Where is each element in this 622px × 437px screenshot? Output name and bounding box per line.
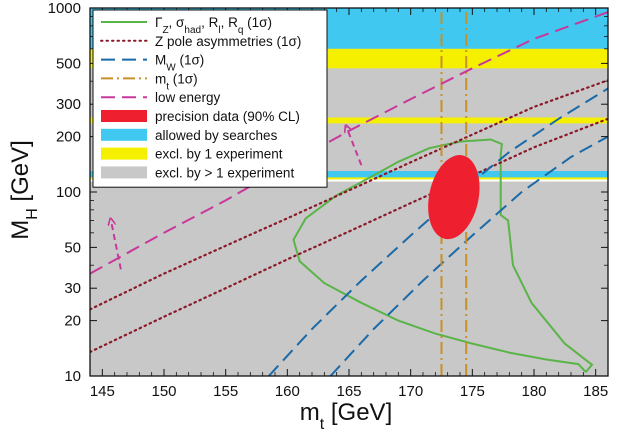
series-0-line-0 bbox=[292, 138, 594, 373]
legend-swatch bbox=[101, 110, 147, 122]
y-axis-ticks: 10 20 30 50 100 200 300 500 1000 bbox=[48, 0, 608, 385]
legend-swatch bbox=[101, 128, 147, 141]
y-tick-label: 100 bbox=[56, 184, 81, 201]
series-1-line-0 bbox=[90, 79, 608, 311]
legend-label: ΓZ, σhad, Rl, Rq (1σ) bbox=[155, 15, 272, 36]
legend: ΓZ, σhad, Rl, Rq (1σ)Z pole asymmetries … bbox=[92, 9, 328, 188]
legend-label: precision data (90% CL) bbox=[155, 109, 300, 124]
legend-label: excl. by 1 experiment bbox=[155, 147, 283, 162]
y-tick-label: 500 bbox=[56, 55, 81, 72]
x-tick-label: 155 bbox=[213, 383, 238, 400]
y-tick-label: 10 bbox=[64, 368, 81, 385]
x-tick-label: 170 bbox=[398, 383, 423, 400]
x-axis-title: mt [GeV] bbox=[300, 399, 392, 433]
x-axis-ticks: 145 150 155 160 165 170 175 180 185 bbox=[89, 8, 609, 400]
y-tick-label: 30 bbox=[64, 280, 81, 297]
series-4-arrow-1 bbox=[347, 127, 363, 166]
y-tick-label: 1000 bbox=[48, 0, 81, 17]
band-2 bbox=[90, 117, 608, 124]
x-tick-label: 180 bbox=[521, 383, 546, 400]
legend-label: allowed by searches bbox=[155, 128, 278, 143]
legend-label: MW (1σ) bbox=[155, 53, 204, 74]
legend-swatch bbox=[101, 147, 147, 160]
constraint-curves bbox=[90, 8, 608, 376]
x-tick-label: 175 bbox=[460, 383, 485, 400]
legend-label: Z pole asymmetries (1σ) bbox=[155, 34, 301, 49]
band-3 bbox=[90, 171, 608, 178]
y-tick-label: 200 bbox=[56, 129, 81, 146]
y-axis-title: MH [GeV] bbox=[7, 140, 41, 240]
x-tick-label: 150 bbox=[151, 383, 176, 400]
x-tick-label: 165 bbox=[336, 383, 361, 400]
y-tick-label: 300 bbox=[56, 96, 81, 113]
band-5 bbox=[90, 179, 608, 182]
x-tick-label: 160 bbox=[275, 383, 300, 400]
band-4 bbox=[90, 177, 608, 180]
series-1-line-1 bbox=[90, 117, 608, 354]
precision-data-ellipse bbox=[428, 155, 480, 240]
x-tick-label: 145 bbox=[90, 383, 115, 400]
legend-label: mt (1σ) bbox=[155, 71, 198, 92]
legend-swatch bbox=[101, 166, 147, 179]
legend-label: excl. by > 1 experiment bbox=[155, 165, 294, 180]
x-tick-label: 185 bbox=[583, 383, 608, 400]
series-4-arrow-0 bbox=[111, 221, 122, 270]
legend-label: low energy bbox=[155, 90, 221, 105]
y-tick-label: 50 bbox=[64, 239, 81, 256]
axis-titles: mt [GeV] MH [GeV] bbox=[7, 140, 392, 432]
y-tick-label: 20 bbox=[64, 313, 81, 330]
series-2-line-1 bbox=[329, 135, 608, 376]
